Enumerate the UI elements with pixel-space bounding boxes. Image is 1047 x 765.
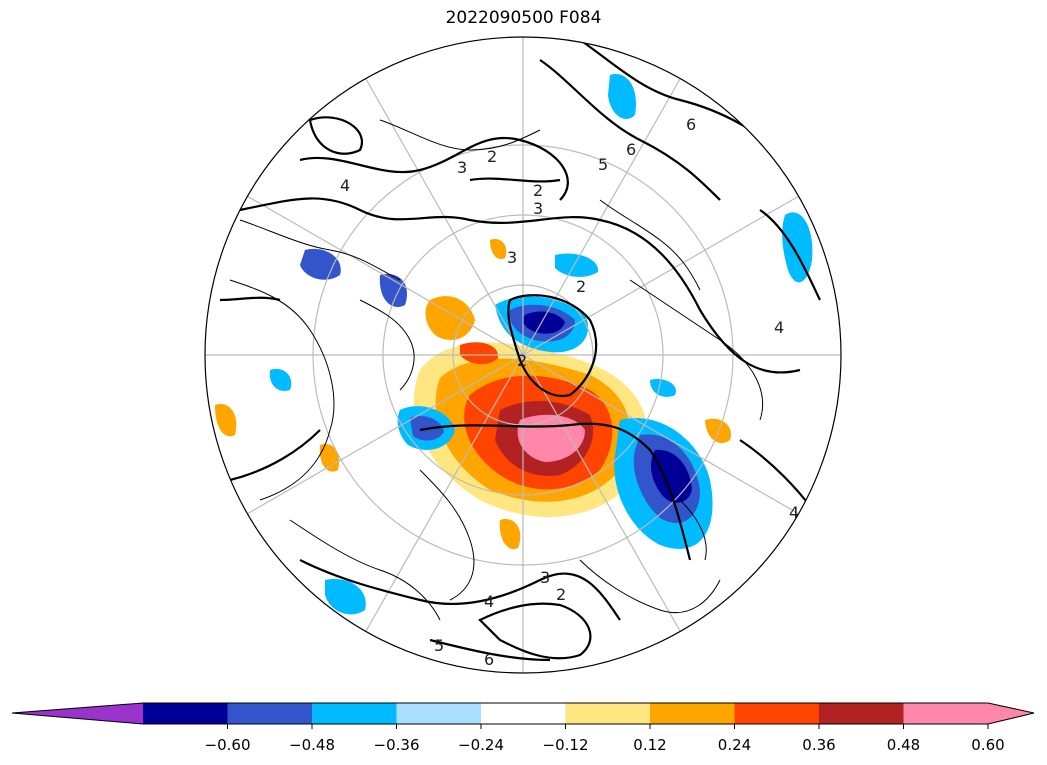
contour-label: 5 [434, 636, 444, 655]
colorbar: −0.60 −0.48 −0.36 −0.24 −0.12 0.12 0.24 0.36 0.4… [11, 702, 1035, 754]
colorbar-segment [565, 703, 651, 724]
negative-anomaly-far-east [782, 212, 813, 283]
colorbar-segment [312, 703, 397, 724]
anomaly-shading [215, 74, 813, 615]
colorbar-segments [143, 703, 989, 724]
colorbar-tick-label: 0.24 [718, 736, 751, 754]
contour-label: 4 [774, 318, 784, 337]
contour-label: 4 [340, 176, 350, 195]
colorbar-tick-label: 0.12 [633, 736, 666, 754]
map-boundary [204, 36, 842, 674]
colorbar-tick-label: −0.36 [374, 736, 420, 754]
colorbar-tick-label: 0.36 [802, 736, 835, 754]
colorbar-tick-label: −0.24 [458, 736, 504, 754]
map-content: 2 2 3 3 3 2 2 4 4 5 6 6 4 5 6 3 2 4 [205, 37, 841, 673]
negative-anomaly-east-dark [650, 449, 692, 503]
contour-label: 3 [457, 158, 467, 177]
colorbar-tick-label: 0.48 [887, 736, 920, 754]
colorbar-segment [903, 703, 989, 724]
contour-label: 3 [507, 248, 517, 267]
colorbar-segment [734, 703, 820, 724]
colorbar-tick-label: −0.12 [543, 736, 589, 754]
contour-label: 2 [487, 147, 497, 166]
contour-label: 6 [686, 115, 696, 134]
contour-label: 2 [517, 351, 527, 370]
contour-label: 2 [533, 181, 543, 200]
colorbar-ticks: −0.60 −0.48 −0.36 −0.24 −0.12 0.12 0.24 0.36 0.4… [205, 724, 1005, 754]
colorbar-segment [819, 703, 904, 724]
colorbar-segment [396, 703, 482, 724]
colorbar-segment [481, 703, 566, 724]
contour-label: 3 [533, 199, 543, 218]
polar-map: 2 2 3 3 3 2 2 4 4 5 6 6 4 5 6 3 2 4 [204, 36, 842, 674]
colorbar-tick-label: −0.48 [289, 736, 335, 754]
colorbar-over-arrow [988, 703, 1034, 724]
contour-label: 4 [484, 592, 494, 611]
colorbar-under-arrow [12, 703, 143, 724]
contour-label: 5 [598, 155, 608, 174]
colorbar-segment [227, 703, 313, 724]
contour-label: 3 [540, 568, 550, 587]
colorbar-outline [11, 702, 1035, 725]
contour-labels: 2 2 3 3 3 2 2 4 4 5 6 6 4 5 6 3 2 4 [340, 115, 799, 669]
contour-label: 6 [484, 650, 494, 669]
contour-label: 2 [556, 585, 566, 604]
colorbar-segment [650, 703, 735, 724]
colorbar-tick-label: 0.60 [971, 736, 1004, 754]
contour-label: 4 [789, 503, 799, 522]
colorbar-tick-label: −0.60 [205, 736, 251, 754]
positive-anomaly-upper [425, 296, 475, 340]
contour-label: 6 [626, 140, 636, 159]
negative-anomaly-north-dark [523, 311, 565, 334]
map-title: 2022090500 F084 [445, 8, 602, 28]
colorbar-segment [143, 703, 228, 724]
contour-label: 2 [576, 277, 586, 296]
